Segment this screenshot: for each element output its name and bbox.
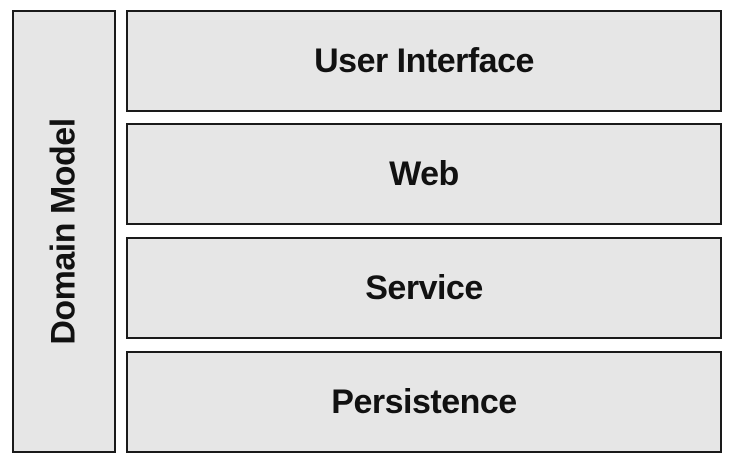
- service-layer: Service: [126, 237, 722, 339]
- domain-model-label: Domain Model: [44, 118, 83, 345]
- domain-model-panel: Domain Model: [12, 10, 116, 453]
- persistence-layer: Persistence: [126, 351, 722, 453]
- web-label: Web: [389, 154, 459, 193]
- service-label: Service: [365, 268, 483, 307]
- persistence-label: Persistence: [331, 382, 517, 421]
- web-layer: Web: [126, 123, 722, 225]
- user-interface-label: User Interface: [314, 41, 534, 80]
- user-interface-layer: User Interface: [126, 10, 722, 112]
